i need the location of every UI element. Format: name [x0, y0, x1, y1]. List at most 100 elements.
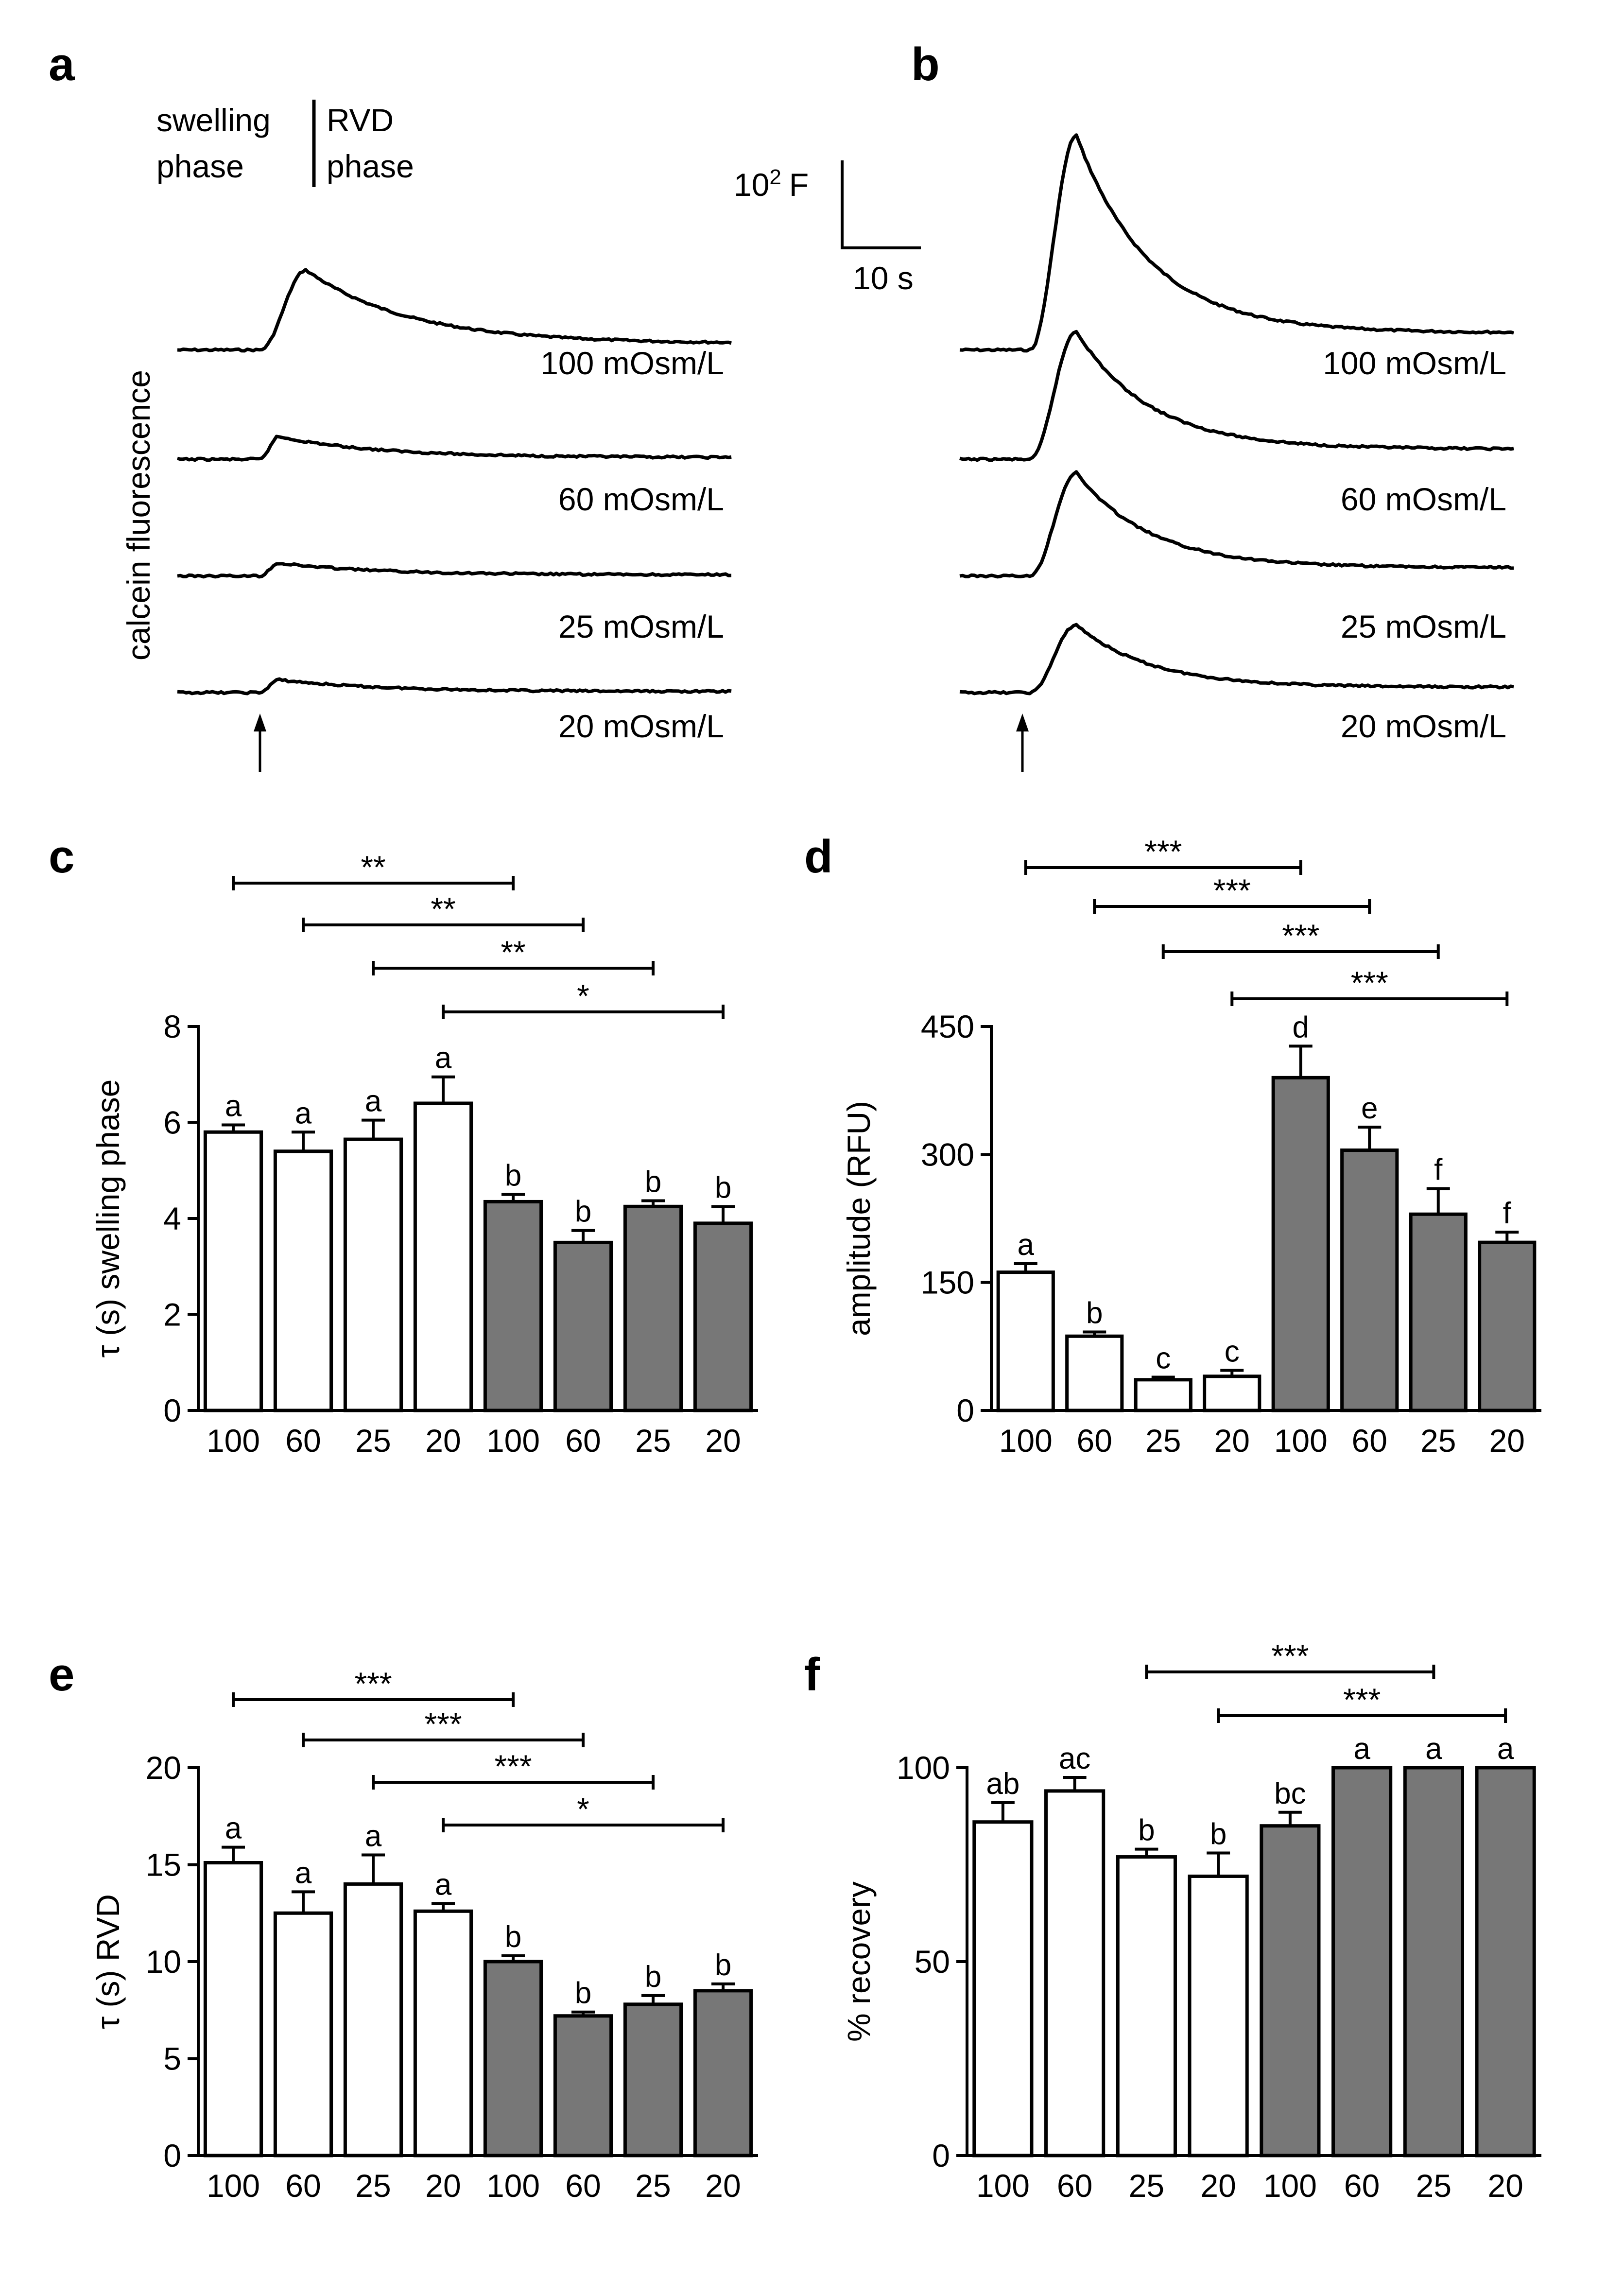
- x-tick-label: 60: [285, 2168, 321, 2204]
- group-letter: d: [1293, 1010, 1309, 1044]
- a-trace-4: [177, 677, 732, 696]
- bar: [413, 1101, 473, 1412]
- group-letter: a: [1018, 1228, 1035, 1262]
- scale-bar-x-label: 10 s: [853, 260, 914, 296]
- bar: [343, 1882, 403, 2157]
- group-letter: b: [1138, 1814, 1155, 1847]
- x-tick-label: 100: [1274, 1423, 1328, 1459]
- x-tick-label: 60: [1352, 1423, 1387, 1459]
- group-letter: b: [715, 1948, 731, 1982]
- y-axis-label: % recovery: [841, 1881, 877, 2042]
- group-letter: b: [505, 1159, 521, 1193]
- x-tick-label: 25: [1416, 2168, 1451, 2204]
- significance-label: *: [577, 1791, 589, 1827]
- group-letter: a: [1425, 1732, 1442, 1766]
- y-tick-label: 2: [163, 1297, 181, 1333]
- x-tick-label: 25: [1420, 1423, 1456, 1459]
- y-tick-label: 6: [163, 1105, 181, 1141]
- group-letter: b: [505, 1920, 521, 1954]
- group-letter: f: [1503, 1197, 1512, 1230]
- y-tick-label: 10: [146, 1944, 181, 1980]
- significance-label: ***: [354, 1666, 392, 1702]
- x-tick-label: 25: [635, 2168, 671, 2204]
- x-tick-label: 100: [486, 2168, 540, 2204]
- trace-label-a-20: 20 mOsm/L: [558, 708, 724, 744]
- bar: [693, 1989, 753, 2157]
- bar: [1188, 1874, 1249, 2157]
- bar: [996, 1270, 1055, 1412]
- bar: [1134, 1378, 1192, 1412]
- trace-label-a-60: 60 mOsm/L: [558, 481, 724, 517]
- y-tick-label: 150: [921, 1265, 974, 1301]
- y-tick-label: 450: [921, 1009, 974, 1044]
- group-letter: ab: [986, 1767, 1019, 1801]
- trace-label-b-20: 20 mOsm/L: [1341, 708, 1506, 744]
- panel-label-d: d: [804, 831, 833, 883]
- x-tick-label: 60: [565, 2168, 601, 2204]
- trace-labels-b: 100 mOsm/L 60 mOsm/L 25 mOsm/L 20 mOsm/L: [1323, 345, 1506, 744]
- group-letter: a: [435, 1042, 452, 1075]
- significance-label: *: [577, 978, 589, 1014]
- swelling-phase-label-1: swelling: [156, 102, 271, 138]
- panel-label-a: a: [49, 38, 75, 90]
- group-letter: b: [575, 1977, 591, 2010]
- group-letter: a: [1353, 1732, 1370, 1766]
- a-trace-2: [177, 435, 732, 462]
- rvd-phase-label-1: RVD: [327, 102, 394, 138]
- x-tick-label: 60: [1344, 2168, 1380, 2204]
- rvd-phase-label-2: phase: [327, 148, 414, 184]
- traces-b: [959, 133, 1515, 696]
- group-letter: a: [365, 1820, 382, 1853]
- group-letter: a: [435, 1868, 452, 1901]
- bar: [1403, 1766, 1464, 2157]
- scale-bar-y-label: 102 F: [734, 165, 809, 203]
- y-axis-label: τ (s) swelling phase: [90, 1079, 126, 1358]
- group-letter: a: [225, 1812, 242, 1845]
- x-tick-label: 60: [285, 1423, 321, 1459]
- bar: [413, 1909, 473, 2157]
- y-tick-label: 300: [921, 1136, 974, 1172]
- bar: [343, 1137, 403, 1412]
- group-letter: a: [295, 1856, 312, 1890]
- y-tick-label: 8: [163, 1009, 181, 1044]
- group-letter: e: [1361, 1092, 1378, 1125]
- b-trace-4: [959, 623, 1514, 696]
- significance-label: ***: [1144, 834, 1182, 870]
- x-tick-label: 20: [1200, 2168, 1236, 2204]
- bar: [483, 1200, 543, 1412]
- trace-label-a-100: 100 mOsm/L: [540, 345, 724, 381]
- a-trace-1: [177, 268, 732, 353]
- group-letter: b: [575, 1195, 591, 1229]
- bar: [623, 1204, 683, 1412]
- y-tick-label: 100: [897, 1750, 950, 1786]
- group-letter: b: [645, 1960, 661, 1994]
- panel-label-e: e: [49, 1649, 74, 1701]
- x-tick-label: 25: [1145, 1423, 1181, 1459]
- group-letter: a: [295, 1096, 312, 1130]
- stimulus-arrow-a: [254, 713, 266, 772]
- significance-label: ***: [1271, 1638, 1309, 1674]
- significance-label: ***: [1282, 918, 1319, 954]
- bar: [1331, 1766, 1393, 2157]
- bar: [1409, 1212, 1468, 1412]
- bar: [623, 2002, 683, 2157]
- group-letter: a: [365, 1085, 382, 1118]
- trace-label-b-25: 25 mOsm/L: [1341, 609, 1506, 644]
- group-letter: a: [1497, 1732, 1514, 1766]
- y-tick-label: 0: [956, 1392, 974, 1428]
- chart-d: 0 150 300 450 amplitude (RFU) a 100 b 60 c 25 c 20 d 1…: [841, 834, 1541, 1459]
- x-tick-label: 20: [705, 2168, 741, 2204]
- group-letter: f: [1434, 1153, 1443, 1187]
- group-letter: ac: [1059, 1742, 1090, 1775]
- x-tick-label: 20: [1487, 2168, 1523, 2204]
- bar: [1203, 1374, 1261, 1412]
- trace-label-a-25: 25 mOsm/L: [558, 609, 724, 644]
- group-letter: c: [1156, 1342, 1171, 1375]
- bar: [203, 1130, 263, 1412]
- x-tick-label: 60: [1077, 1423, 1112, 1459]
- b-trace-2: [959, 330, 1514, 462]
- chart-c: 0 2 4 6 8 τ (s) swelling phase a 100 a 60 a 25 a 20 b 1…: [90, 849, 758, 1459]
- group-letter: b: [1210, 1818, 1227, 1851]
- bar: [273, 1149, 333, 1412]
